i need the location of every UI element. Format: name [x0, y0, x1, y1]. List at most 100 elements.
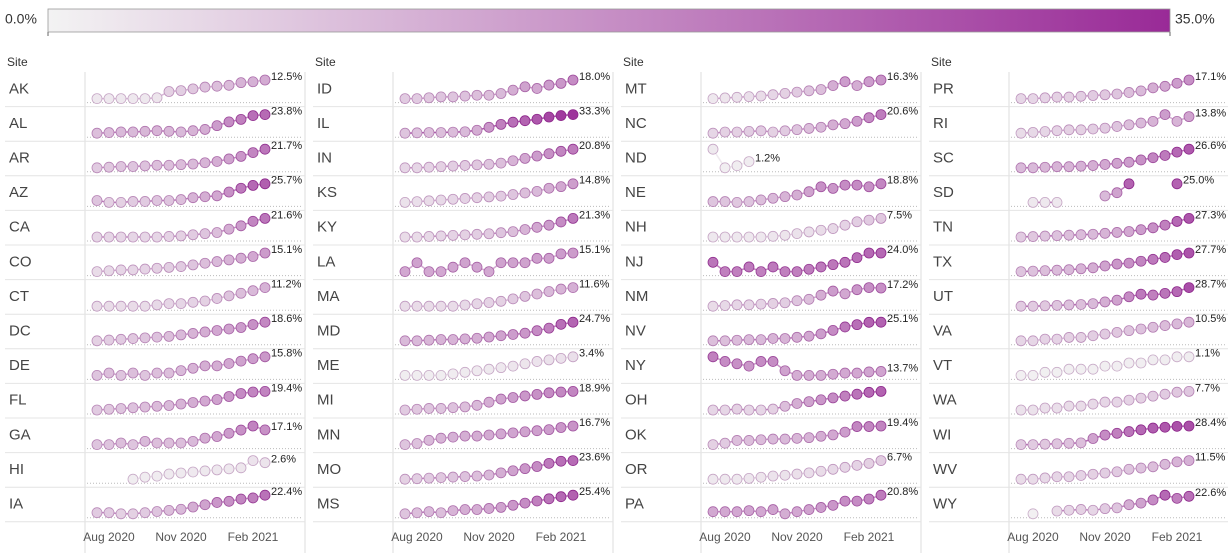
dot [459, 430, 471, 442]
dot [151, 400, 163, 412]
dot [875, 109, 887, 120]
site-label: MT [625, 80, 647, 97]
x-tick-label: Feb 2021 [536, 530, 587, 544]
dot [127, 473, 139, 485]
dot [1123, 291, 1135, 303]
dot [507, 226, 519, 238]
dot [151, 125, 163, 137]
dot [731, 403, 743, 415]
dot [1051, 161, 1063, 173]
value-label: 18.9% [579, 382, 610, 394]
dot [791, 295, 803, 307]
dot [719, 162, 731, 174]
value-label: 15.1% [271, 244, 302, 256]
dot [875, 212, 887, 224]
value-label: 18.8% [887, 175, 918, 187]
dot [1075, 229, 1087, 241]
dot [495, 157, 507, 169]
dot [139, 263, 151, 275]
dot [815, 394, 827, 406]
dot [127, 300, 139, 312]
dot [175, 398, 187, 410]
dot [839, 495, 851, 507]
dot [1099, 296, 1111, 308]
dot [1063, 332, 1075, 343]
dot [1123, 156, 1135, 168]
dot [175, 85, 187, 97]
dot [199, 395, 211, 407]
dot [435, 161, 447, 173]
dot [1075, 124, 1087, 136]
x-tick-label: Aug 2020 [1007, 530, 1059, 544]
dot [1123, 87, 1135, 98]
value-label: 24.0% [887, 244, 918, 256]
dot [223, 79, 235, 91]
dot [175, 503, 187, 515]
dot [1171, 216, 1183, 227]
dot [779, 365, 791, 377]
dot [755, 434, 767, 446]
dot [543, 182, 555, 194]
dot [1147, 289, 1159, 301]
dot [743, 334, 755, 346]
value-label: 25.0% [1183, 175, 1214, 187]
dot [851, 367, 863, 379]
dot [127, 126, 139, 138]
site-label: DC [9, 322, 31, 339]
dot [1063, 471, 1075, 483]
dot [731, 358, 743, 370]
dot [483, 228, 495, 240]
dot [1159, 489, 1171, 501]
dot [399, 369, 411, 381]
dot [567, 316, 579, 328]
dot [411, 257, 423, 269]
dot [707, 127, 719, 139]
dot [1087, 160, 1099, 171]
dot [1015, 127, 1027, 139]
dot [1075, 504, 1087, 515]
dot [247, 110, 259, 122]
dot [1111, 427, 1123, 439]
dot [1111, 187, 1123, 199]
site-label: UT [933, 288, 953, 305]
dot [827, 499, 839, 511]
dot [1075, 363, 1087, 375]
dot [743, 91, 755, 103]
dot [779, 508, 791, 520]
dot [91, 127, 103, 139]
site-label: OR [625, 461, 648, 478]
value-label: 18.0% [579, 71, 610, 83]
dot [555, 77, 567, 89]
dot [1159, 109, 1171, 120]
dot [471, 124, 483, 136]
dot [519, 390, 531, 402]
dot [435, 432, 447, 444]
dot [1159, 320, 1171, 331]
dot [447, 471, 459, 483]
dot [223, 391, 235, 402]
dot [199, 432, 211, 444]
dot [875, 74, 887, 86]
dot [1147, 494, 1159, 506]
dot [1087, 298, 1099, 310]
dot [103, 265, 115, 277]
dot [175, 126, 187, 138]
dot [399, 196, 411, 208]
x-tick-label: Feb 2021 [1152, 530, 1203, 544]
dot [1123, 463, 1135, 475]
dot [139, 231, 151, 243]
dot [827, 183, 839, 194]
dot [483, 121, 495, 133]
dot [567, 178, 579, 190]
dot [1039, 472, 1051, 484]
dot [743, 435, 755, 446]
dot [767, 333, 779, 344]
value-label: 12.5% [271, 71, 302, 83]
dot [483, 503, 495, 514]
dot [815, 289, 827, 301]
dot [235, 182, 247, 194]
dot [127, 231, 139, 243]
x-tick-label: Nov 2020 [771, 530, 823, 544]
dot [543, 111, 555, 123]
value-label: 7.5% [887, 209, 912, 221]
